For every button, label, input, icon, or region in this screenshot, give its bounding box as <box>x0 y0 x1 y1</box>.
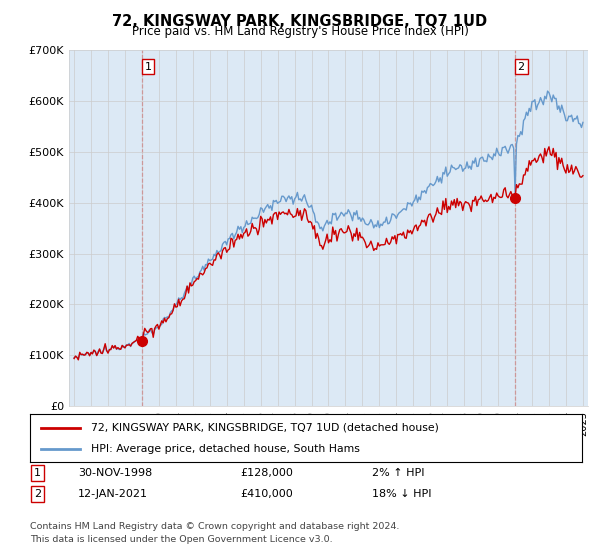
Text: 2: 2 <box>34 489 41 499</box>
Text: £128,000: £128,000 <box>240 468 293 478</box>
Text: 72, KINGSWAY PARK, KINGSBRIDGE, TQ7 1UD (detached house): 72, KINGSWAY PARK, KINGSBRIDGE, TQ7 1UD … <box>91 423 439 433</box>
Text: Price paid vs. HM Land Registry's House Price Index (HPI): Price paid vs. HM Land Registry's House … <box>131 25 469 38</box>
Text: 2: 2 <box>518 62 525 72</box>
Text: HPI: Average price, detached house, South Hams: HPI: Average price, detached house, Sout… <box>91 444 359 454</box>
Text: This data is licensed under the Open Government Licence v3.0.: This data is licensed under the Open Gov… <box>30 535 332 544</box>
Text: 72, KINGSWAY PARK, KINGSBRIDGE, TQ7 1UD: 72, KINGSWAY PARK, KINGSBRIDGE, TQ7 1UD <box>112 14 488 29</box>
Text: 2% ↑ HPI: 2% ↑ HPI <box>372 468 425 478</box>
Text: 1: 1 <box>145 62 151 72</box>
Text: 12-JAN-2021: 12-JAN-2021 <box>78 489 148 499</box>
Text: 30-NOV-1998: 30-NOV-1998 <box>78 468 152 478</box>
Text: 1: 1 <box>34 468 41 478</box>
Text: Contains HM Land Registry data © Crown copyright and database right 2024.: Contains HM Land Registry data © Crown c… <box>30 522 400 531</box>
Text: 18% ↓ HPI: 18% ↓ HPI <box>372 489 431 499</box>
Text: £410,000: £410,000 <box>240 489 293 499</box>
